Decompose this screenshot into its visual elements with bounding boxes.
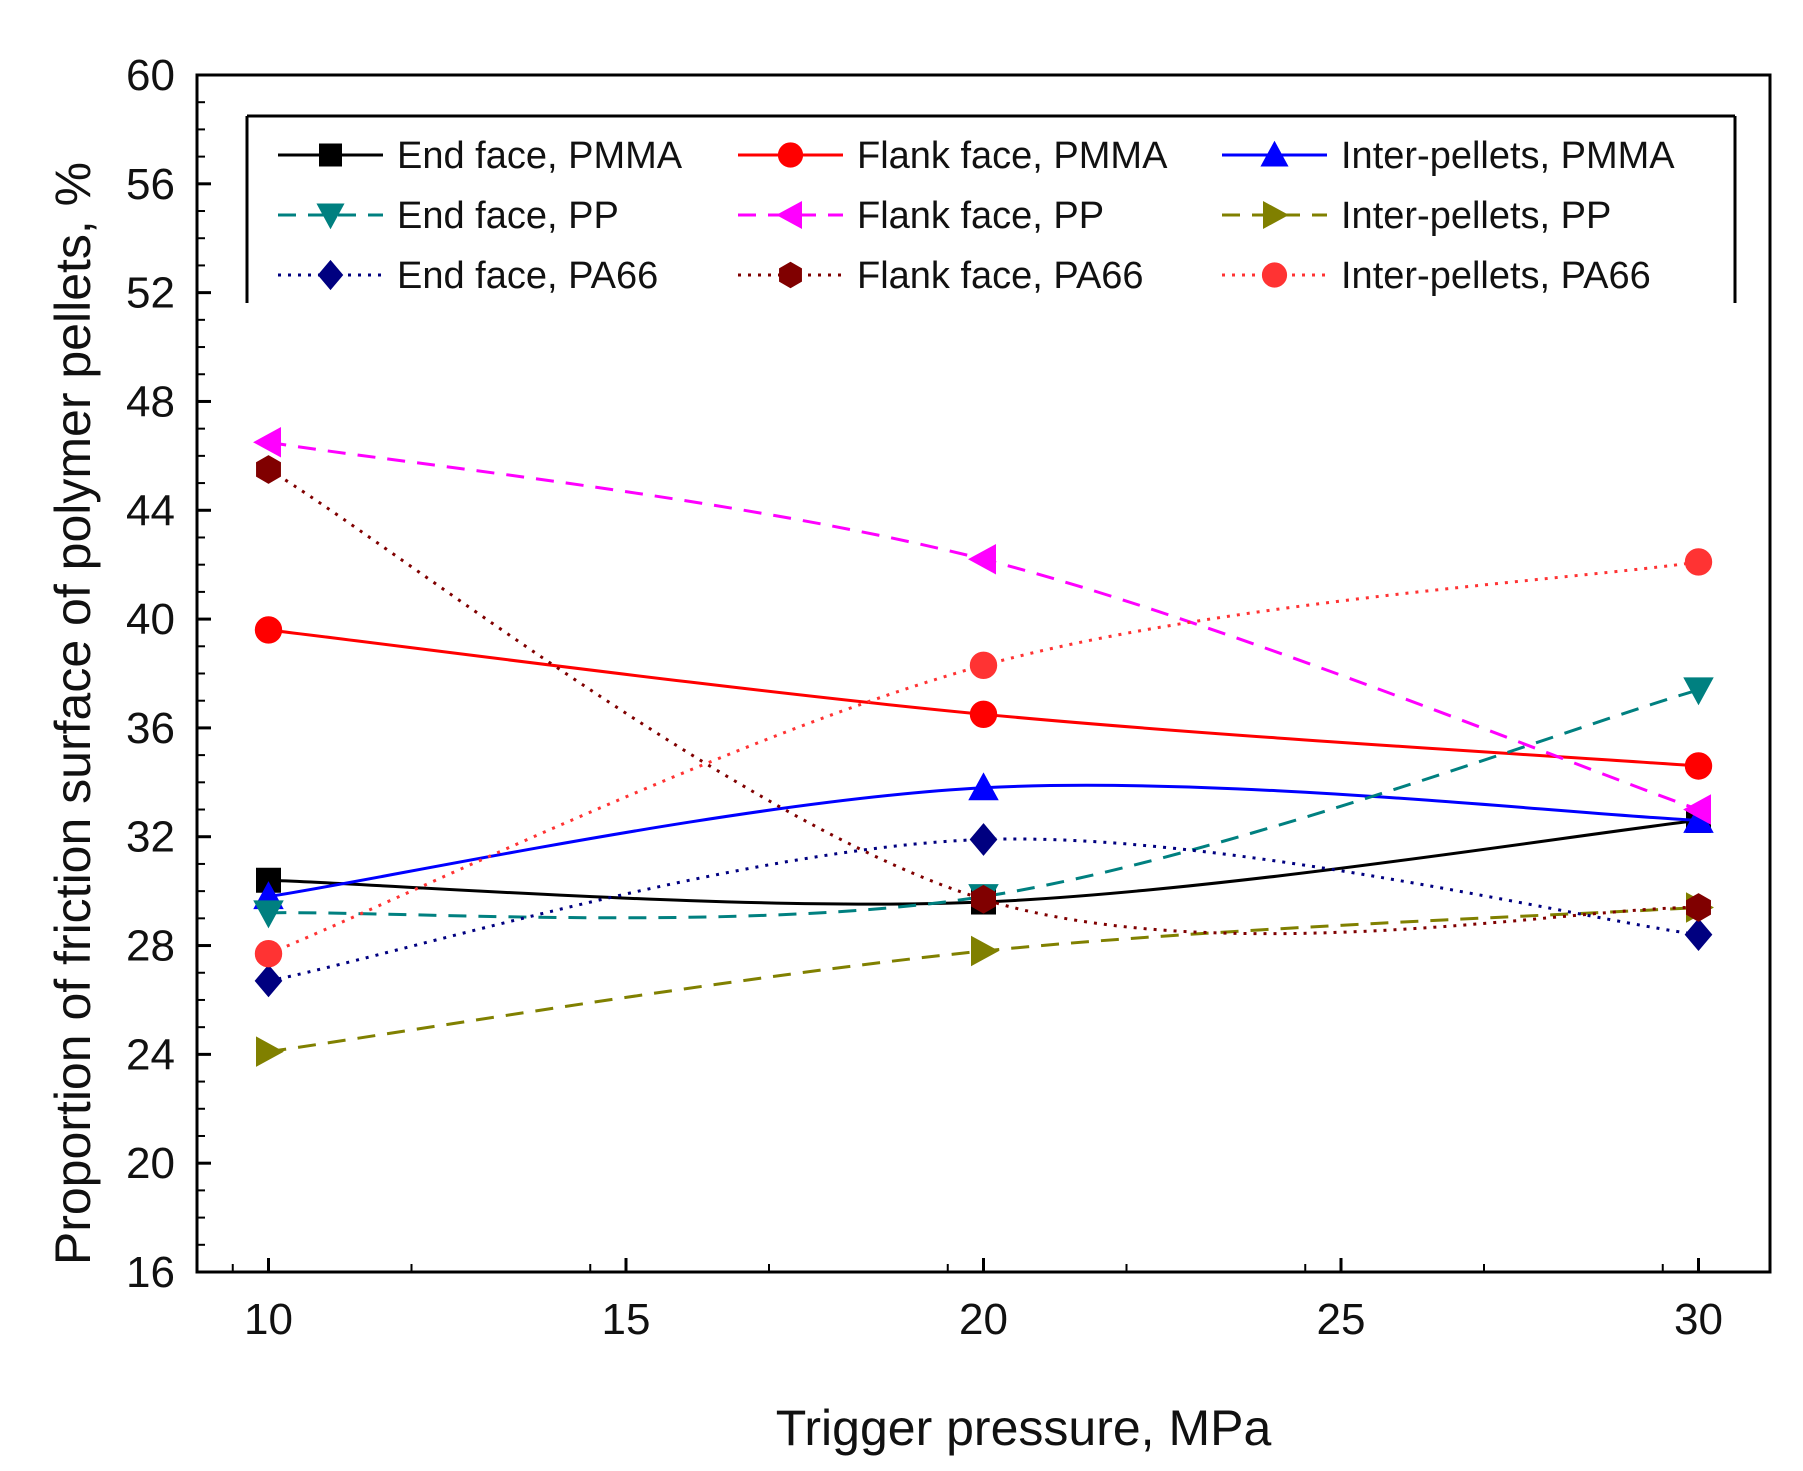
series-8 [256, 455, 1711, 936]
legend-marker [776, 200, 802, 230]
data-point [969, 651, 998, 680]
data-point [254, 616, 283, 644]
axes: 16 20 24 28 32 36 40 44 48 52 56 60 10 15 20 25 30 [126, 51, 1723, 1344]
data-point [968, 772, 999, 801]
data-point [254, 964, 283, 998]
data-point [971, 935, 999, 967]
data-point [253, 900, 284, 929]
y-tick-label: 28 [126, 922, 175, 971]
legend-entry: Inter-pellets, PA66 [1222, 255, 1651, 297]
data-point [1684, 752, 1713, 780]
legend-entry: Flank face, PP [738, 195, 1104, 237]
data-point [969, 700, 998, 729]
y-tick-label: 48 [126, 377, 175, 426]
legend-entry: Inter-pellets, PP [1222, 195, 1611, 237]
legend-marker [1261, 262, 1288, 288]
legend-marker [317, 259, 344, 291]
legend-entry: End face, PA66 [278, 255, 658, 297]
data-point [1683, 677, 1714, 706]
legend-label: Inter-pellets, PMMA [1341, 135, 1675, 177]
legend-entry: End face, PMMA [278, 135, 683, 177]
data-point [971, 884, 996, 914]
series-line [268, 688, 1699, 920]
x-tick-label: 30 [1674, 1295, 1723, 1344]
legend-label: Flank face, PA66 [857, 255, 1144, 297]
series-2 [254, 616, 1713, 780]
x-tick-label: 10 [244, 1295, 293, 1344]
legend-entry: Flank face, PA66 [738, 255, 1144, 297]
y-tick-label: 32 [126, 813, 175, 862]
legend-label: End face, PMMA [397, 135, 683, 177]
legend-marker [777, 142, 804, 168]
series-9 [254, 548, 1713, 968]
y-tick-label: 36 [126, 704, 175, 753]
data-point [968, 543, 996, 575]
y-tick-label: 16 [126, 1248, 175, 1297]
legend-label: Flank face, PMMA [857, 135, 1168, 177]
data-point [254, 940, 283, 968]
legend-label: Inter-pellets, PP [1341, 195, 1611, 237]
series-layer [253, 427, 1714, 1067]
y-tick-label: 24 [126, 1030, 175, 1079]
legend-marker [319, 143, 342, 167]
legend-entry: Inter-pellets, PMMA [1222, 135, 1675, 177]
data-point [1684, 548, 1713, 576]
y-tick-label: 56 [126, 160, 175, 209]
legend-label: Inter-pellets, PA66 [1341, 255, 1651, 297]
series-7 [254, 823, 1713, 998]
y-tick-label: 20 [126, 1139, 175, 1188]
y-axis-title: Proportion of friction surface of polyme… [45, 162, 101, 1265]
data-point [256, 455, 281, 484]
data-point [969, 823, 998, 856]
data-point [1686, 893, 1711, 922]
legend-marker [1263, 200, 1289, 230]
legend-marker [1260, 140, 1289, 167]
y-tick-label: 40 [126, 595, 175, 644]
legend: End face, PMMA Flank face, PMMA Inter-pell… [245, 114, 1737, 303]
legend-label: End face, PP [397, 195, 619, 237]
y-tick-label: 44 [126, 486, 175, 535]
data-point [1684, 918, 1713, 952]
legend-label: End face, PA66 [397, 255, 658, 297]
x-tick-label: 15 [602, 1295, 651, 1344]
data-point [256, 1036, 284, 1067]
x-tick-label: 20 [959, 1295, 1008, 1344]
legend-marker [316, 203, 345, 230]
data-point [253, 427, 281, 458]
y-tick-label: 52 [126, 269, 175, 318]
legend-entry: Flank face, PMMA [738, 135, 1168, 177]
data-point [1683, 794, 1711, 825]
x-axis-title: Trigger pressure, MPa [776, 1400, 1272, 1456]
legend-entry: End face, PP [278, 195, 619, 237]
x-tick-label: 25 [1317, 1295, 1366, 1344]
series-5 [253, 427, 1711, 825]
legend-marker [779, 261, 802, 289]
y-tick-label: 60 [126, 51, 175, 100]
legend-label: Flank face, PP [857, 195, 1104, 237]
